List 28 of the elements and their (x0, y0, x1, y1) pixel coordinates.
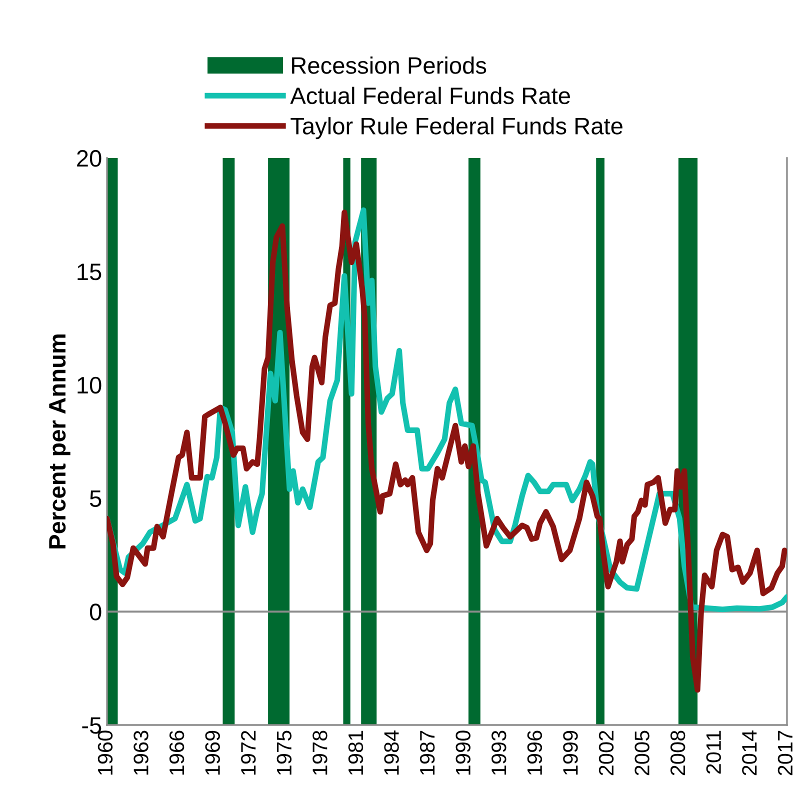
y-tick-label: 10 (78, 376, 102, 394)
x-tick-label: 1972 (241, 730, 256, 775)
x-tick-label: 1993 (492, 730, 506, 775)
x-tick-label: 1978 (312, 730, 328, 775)
x-tick-label: 1969 (205, 730, 220, 775)
x-tick-label: 1966 (169, 730, 184, 775)
legend-label: Recession Periods (292, 56, 486, 74)
y-axis-title: Percent per Annum (49, 334, 70, 548)
x-tick-label: 1990 (456, 730, 470, 775)
y-tick-label: 5 (90, 490, 102, 507)
x-tick-label: 1975 (276, 730, 292, 775)
x-tick-label: 2011 (706, 730, 721, 774)
legend-label: Actual Federal Funds Rate (290, 86, 570, 104)
x-tick-label: 1963 (134, 730, 148, 775)
x-tick-label: 1981 (348, 730, 364, 775)
x-tick-label: 1999 (563, 730, 578, 775)
y-tick-label: 20 (77, 150, 102, 167)
x-tick-label: 2014 (742, 730, 757, 776)
x-tick-label: 2005 (634, 730, 650, 776)
x-tick-label: 1987 (420, 730, 435, 775)
x-tick-label: 2008 (670, 730, 686, 776)
y-tick-label: 15 (78, 264, 102, 280)
y-tick-label: 0 (90, 604, 102, 620)
x-tick-label: 2002 (598, 730, 614, 776)
x-tick-label: 1984 (384, 730, 399, 775)
x-tick-label: 2017 (778, 730, 793, 776)
x-tick-label: 1996 (527, 730, 542, 775)
legend-label: Taylor Rule Federal Funds Rate (290, 117, 622, 140)
